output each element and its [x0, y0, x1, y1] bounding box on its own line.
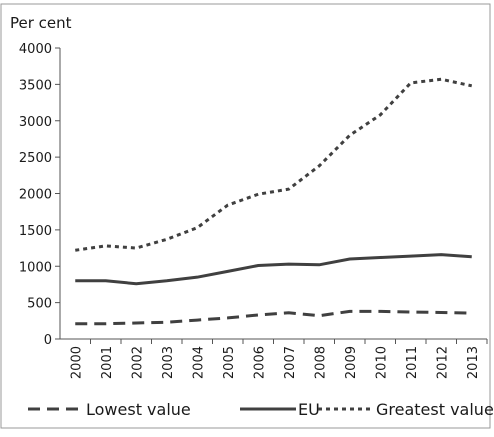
legend-label: EU	[298, 400, 320, 419]
y-tick-label: 3000	[19, 115, 52, 130]
y-tick-label: 0	[44, 333, 52, 348]
legend-label: Lowest value	[86, 400, 191, 419]
x-tick-label: 2002	[130, 346, 145, 379]
y-tick-label: 2500	[19, 151, 52, 166]
x-tick-label: 2013	[466, 346, 481, 379]
x-tick-label: 2011	[405, 346, 420, 379]
legend-label: Greatest value	[376, 400, 494, 419]
x-tick-label: 2010	[374, 346, 389, 379]
y-tick-label: 1500	[19, 224, 52, 239]
frame	[0, 3, 491, 429]
line-series	[75, 309, 472, 326]
x-tick-label: 2008	[313, 346, 328, 379]
y-tick-label: 2000	[19, 188, 52, 203]
y-tick-label: 500	[27, 297, 52, 312]
line-series	[75, 253, 472, 286]
x-tick-label: 2009	[344, 346, 359, 379]
y-axis-label: Per cent	[10, 14, 72, 32]
x-tick-label: 2007	[283, 346, 298, 379]
x-tick-label: 2000	[69, 346, 84, 379]
x-tick-label: 2001	[100, 346, 115, 379]
y-tick-label: 1000	[19, 260, 52, 275]
y-tick-label: 3500	[19, 78, 52, 93]
line-series	[75, 77, 473, 252]
y-tick-label: 4000	[19, 42, 52, 57]
x-tick-label: 2005	[222, 346, 237, 379]
x-tick-label: 2006	[252, 346, 267, 379]
x-tick-label: 2003	[161, 346, 176, 379]
x-tick-label: 2004	[191, 346, 206, 379]
x-tick-label: 2012	[435, 346, 450, 379]
